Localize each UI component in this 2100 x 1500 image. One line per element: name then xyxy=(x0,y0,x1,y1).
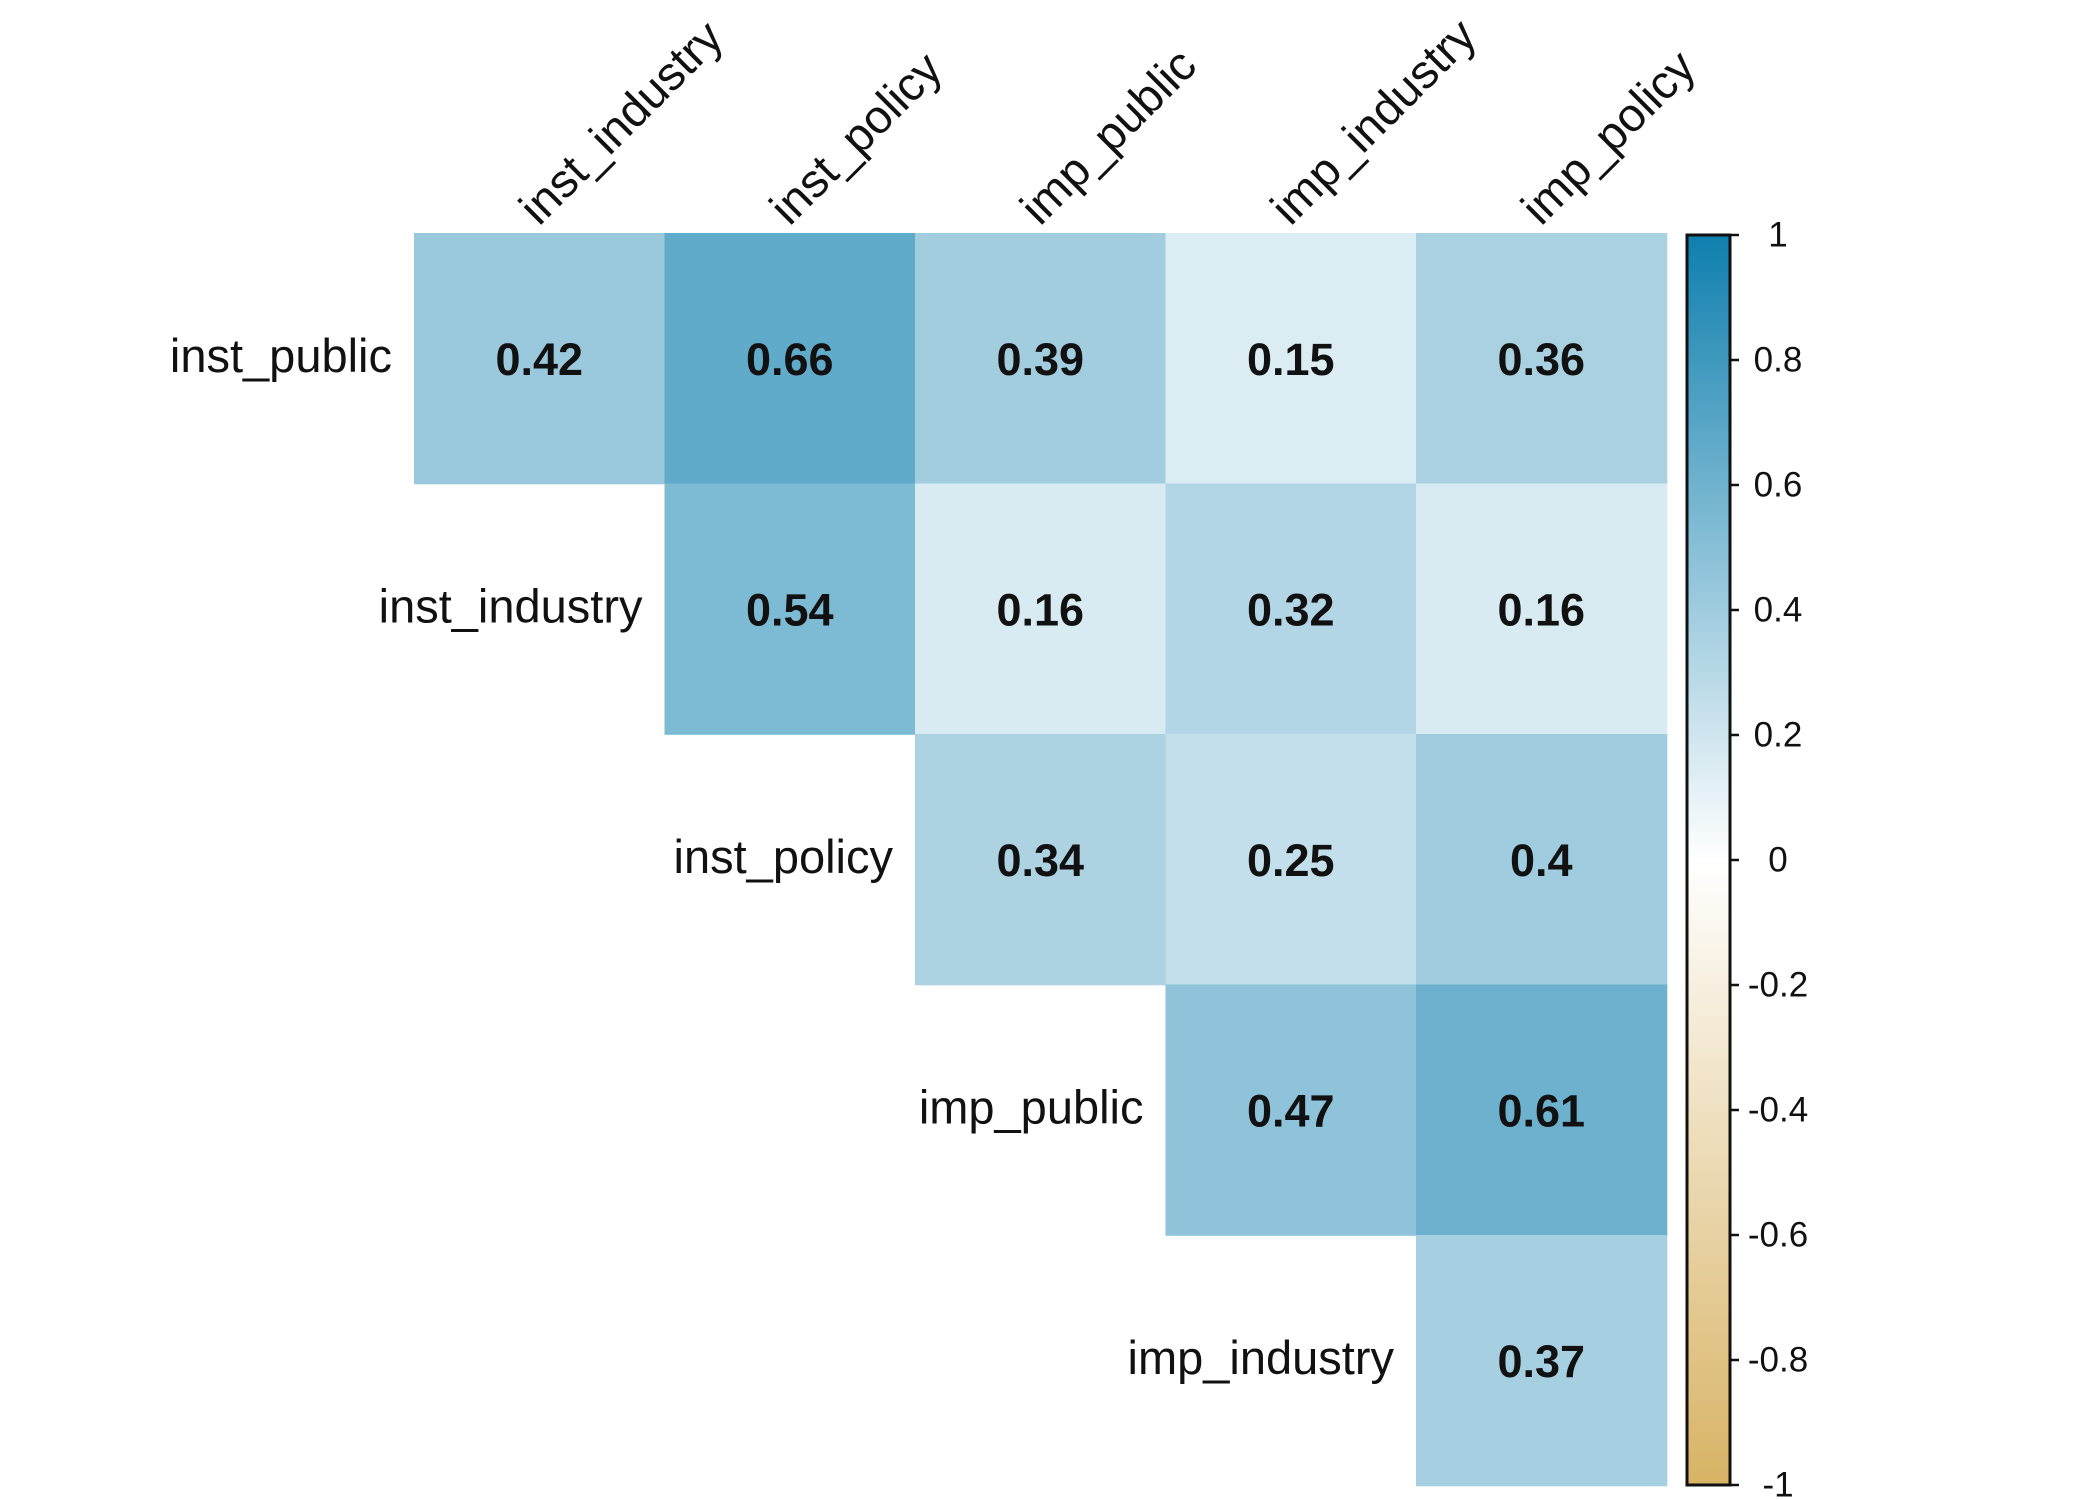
heatmap-cell-inst_public-inst_industry xyxy=(414,233,666,485)
row-label-inst_policy: inst_policy xyxy=(674,830,894,883)
cell-value-label: 0.16 xyxy=(1497,584,1585,635)
heatmap-cell-inst_industry-imp_policy xyxy=(1416,483,1668,735)
colorbar-tick-label: 0 xyxy=(1768,841,1787,880)
heatmap-cell-imp_public-imp_industry xyxy=(1165,984,1417,1236)
heatmap-cell-inst_industry-inst_policy xyxy=(664,483,916,735)
column-label-imp_policy: imp_policy xyxy=(1511,39,1706,234)
heatmap-cell-inst_public-imp_policy xyxy=(1416,233,1668,485)
cell-value-label: 0.47 xyxy=(1247,1085,1335,1136)
cell-value-label: 0.37 xyxy=(1497,1336,1585,1387)
heatmap-cell-inst_public-inst_policy xyxy=(664,233,916,485)
heatmap-cell-imp_industry-imp_policy xyxy=(1416,1235,1668,1487)
row-labels: inst_public inst_industry inst_policy imp_p… xyxy=(170,329,1395,1384)
row-label-imp_public: imp_public xyxy=(919,1080,1144,1133)
column-label-inst_policy: inst_policy xyxy=(759,41,952,234)
cell-value-label: 0.32 xyxy=(1247,584,1335,635)
column-label-imp_industry: imp_industry xyxy=(1260,8,1486,234)
colorbar-tick-label: -0.4 xyxy=(1748,1091,1808,1130)
cell-value-label: 0.4 xyxy=(1510,835,1573,886)
heatmap-cells xyxy=(414,233,1668,1487)
colorbar: 1 0.8 0.6 0.4 0.2 0 -0.2 -0.4 -0.6 -0.8 -1 xyxy=(1685,216,1808,1500)
cell-value-label: 0.66 xyxy=(746,334,834,385)
column-label-inst_industry: inst_industry xyxy=(509,10,733,234)
heatmap-cell-inst_policy-imp_policy xyxy=(1416,734,1668,986)
colorbar-tick-label: 0.8 xyxy=(1754,341,1803,380)
row-label-inst_industry: inst_industry xyxy=(379,579,643,632)
cell-value-label: 0.25 xyxy=(1247,835,1335,886)
colorbar-tick-label: 0.2 xyxy=(1754,716,1803,755)
heatmap-cell-inst_public-imp_industry xyxy=(1165,233,1417,485)
cell-value-label: 0.54 xyxy=(746,584,834,635)
heatmap-values: 0.42 0.66 0.39 0.15 0.36 0.54 0.16 0.32 0.16 0.34… xyxy=(495,334,1585,1387)
colorbar-tick-label: -1 xyxy=(1762,1466,1793,1500)
colorbar-tick-label: -0.6 xyxy=(1748,1216,1808,1255)
colorbar-tick-label: 1 xyxy=(1768,216,1787,255)
heatmap-cell-inst_industry-imp_industry xyxy=(1165,483,1417,735)
heatmap-cell-inst_public-imp_public xyxy=(915,233,1167,485)
cell-value-label: 0.36 xyxy=(1497,334,1585,385)
colorbar-tick-label: 0.6 xyxy=(1754,466,1803,505)
column-labels: inst_industry inst_policy imp_public imp_in… xyxy=(509,8,1706,234)
row-label-inst_public: inst_public xyxy=(170,329,392,382)
colorbar-tick-label: -0.8 xyxy=(1748,1341,1808,1380)
cell-value-label: 0.34 xyxy=(996,835,1084,886)
colorbar-bar xyxy=(1685,233,1732,1487)
colorbar-tick-label: 0.4 xyxy=(1754,591,1803,630)
row-label-imp_industry: imp_industry xyxy=(1128,1331,1395,1384)
cell-value-label: 0.42 xyxy=(495,334,583,385)
heatmap-cell-inst_policy-imp_industry xyxy=(1165,734,1417,986)
column-label-imp_public: imp_public xyxy=(1010,38,1206,234)
colorbar-tick-label: -0.2 xyxy=(1748,966,1808,1005)
cell-value-label: 0.15 xyxy=(1247,334,1335,385)
colorbar-ticks: 1 0.8 0.6 0.4 0.2 0 -0.2 -0.4 -0.6 -0.8 -1 xyxy=(1730,216,1808,1500)
heatmap-cell-imp_public-imp_policy xyxy=(1416,984,1668,1236)
heatmap-cell-inst_policy-imp_public xyxy=(915,734,1167,986)
cell-value-label: 0.39 xyxy=(996,334,1084,385)
heatmap-cell-inst_industry-imp_public xyxy=(915,483,1167,735)
cell-value-label: 0.61 xyxy=(1497,1085,1585,1136)
cell-value-label: 0.16 xyxy=(996,584,1084,635)
